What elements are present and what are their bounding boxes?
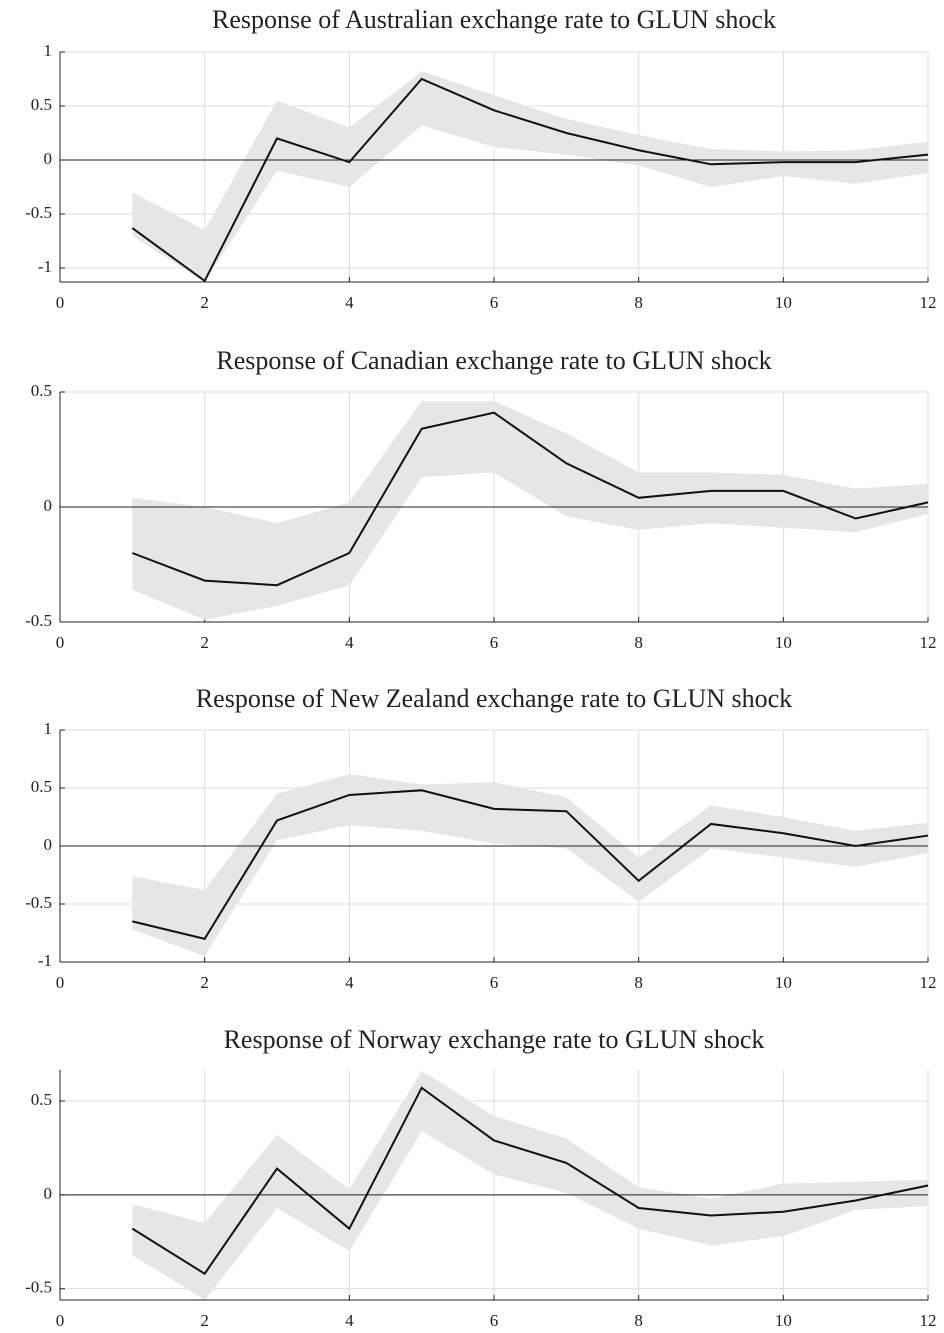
x-tick-label: 2 xyxy=(200,633,209,652)
y-tick-label: -0.5 xyxy=(25,1278,52,1297)
x-tick-label: 6 xyxy=(490,633,499,652)
chart-title: Response of Australian exchange rate to … xyxy=(212,5,776,34)
chart-title: Response of New Zealand exchange rate to… xyxy=(196,684,792,713)
x-tick-label: 12 xyxy=(920,293,937,312)
x-tick-label: 2 xyxy=(200,293,209,312)
response-line xyxy=(132,789,929,940)
y-tick-label: -1 xyxy=(38,257,52,276)
x-tick-label: 12 xyxy=(920,1311,937,1330)
chart-title: Response of Canadian exchange rate to GL… xyxy=(216,346,771,375)
x-tick-label: 4 xyxy=(345,293,354,312)
x-tick-label: 0 xyxy=(56,293,65,312)
x-tick-label: 0 xyxy=(56,633,65,652)
x-tick-label: 6 xyxy=(490,1311,499,1330)
x-tick-label: 8 xyxy=(634,293,643,312)
confidence-band xyxy=(132,401,929,620)
x-tick-label: 10 xyxy=(775,1311,792,1330)
x-tick-label: 8 xyxy=(634,633,643,652)
y-tick-label: 1 xyxy=(44,719,53,738)
y-tick-label: 0.5 xyxy=(31,777,52,796)
x-tick-label: 8 xyxy=(634,973,643,992)
y-tick-label: -0.5 xyxy=(25,893,52,912)
y-tick-label: 0.5 xyxy=(31,1090,52,1109)
y-tick-label: 1 xyxy=(44,41,53,60)
x-tick-label: 6 xyxy=(490,293,499,312)
response-line xyxy=(131,1086,929,1276)
x-tick-label: 0 xyxy=(56,973,65,992)
x-tick-label: 0 xyxy=(56,1311,65,1330)
y-tick-label: 0.5 xyxy=(31,381,52,400)
x-tick-label: 10 xyxy=(775,293,792,312)
confidence-band xyxy=(132,1070,929,1300)
y-tick-label: -0.5 xyxy=(25,203,52,222)
x-tick-label: 4 xyxy=(345,973,354,992)
x-tick-label: 4 xyxy=(345,1311,354,1330)
x-tick-label: 2 xyxy=(200,1311,209,1330)
x-tick-label: 2 xyxy=(200,973,209,992)
x-tick-label: 12 xyxy=(920,633,937,652)
y-tick-label: 0 xyxy=(44,149,53,168)
x-tick-label: 12 xyxy=(920,973,937,992)
response-line xyxy=(131,411,929,587)
y-tick-label: -1 xyxy=(38,951,52,970)
x-tick-label: 4 xyxy=(345,633,354,652)
x-tick-label: 10 xyxy=(775,633,792,652)
confidence-band xyxy=(132,774,929,957)
response-line xyxy=(131,77,929,283)
x-tick-label: 8 xyxy=(634,1311,643,1330)
x-tick-label: 10 xyxy=(775,973,792,992)
y-tick-label: 0 xyxy=(44,496,53,515)
y-tick-label: -0.5 xyxy=(25,611,52,630)
y-tick-label: 0.5 xyxy=(31,95,52,114)
y-tick-label: 0 xyxy=(44,835,53,854)
confidence-band xyxy=(132,71,929,283)
chart-title: Response of Norway exchange rate to GLUN… xyxy=(224,1025,765,1054)
x-tick-label: 6 xyxy=(490,973,499,992)
y-tick-label: 0 xyxy=(44,1184,53,1203)
